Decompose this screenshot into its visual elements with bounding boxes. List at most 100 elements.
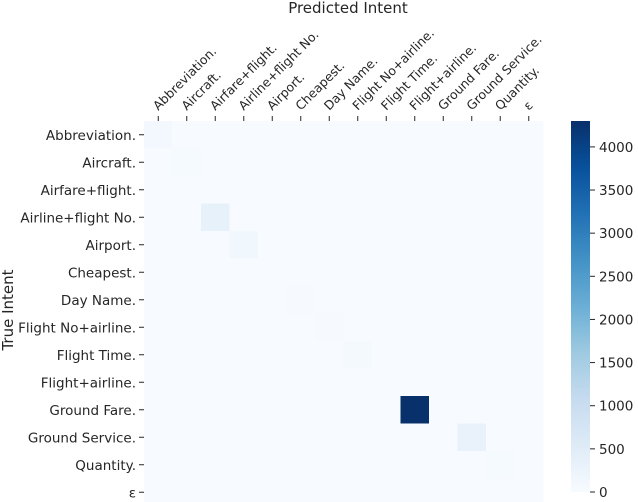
heatmap-cell — [172, 176, 202, 204]
heatmap-cell — [258, 148, 287, 177]
heatmap-cell — [201, 396, 230, 424]
heatmap-cell — [144, 313, 173, 342]
heatmap-cell — [144, 478, 173, 502]
heatmap-cell — [286, 258, 316, 287]
heatmap-cell — [429, 341, 458, 369]
heatmap-cell — [486, 258, 515, 287]
heatmap-cell — [514, 258, 544, 287]
heatmap-cell — [514, 423, 544, 452]
heatmap-cell — [172, 231, 202, 259]
heatmap-cell — [429, 286, 458, 314]
heatmap-cell — [229, 396, 259, 424]
heatmap-cell — [201, 451, 230, 479]
heatmap-cell — [343, 258, 373, 287]
heatmap-cell — [372, 121, 401, 149]
heatmap-cell — [201, 258, 230, 287]
heatmap-cell — [315, 258, 344, 287]
heatmap-cell — [457, 121, 487, 149]
heatmap-cell — [514, 203, 544, 232]
heatmap-cell — [315, 423, 344, 452]
heatmap-cell — [258, 258, 287, 287]
heatmap-cell — [457, 313, 487, 342]
heatmap-cell — [457, 176, 487, 204]
colorbar-tick-label: 1500 — [599, 356, 633, 372]
heatmap-cell — [201, 231, 230, 259]
heatmap-cell — [429, 258, 458, 287]
heatmap-cell — [172, 478, 202, 502]
heatmap-cell — [201, 286, 230, 314]
heatmap-cell — [286, 396, 316, 424]
heatmap-cell — [372, 286, 401, 314]
heatmap-cell — [315, 451, 344, 479]
heatmap-cell — [372, 148, 401, 177]
heatmap-cell — [486, 478, 515, 502]
heatmap-cell — [400, 396, 430, 424]
heatmap-cell — [315, 341, 344, 369]
heatmap-cell — [400, 231, 430, 259]
y-tick-label: Airline+flight No. — [20, 210, 136, 226]
heatmap-cell — [400, 148, 430, 177]
heatmap-cell — [144, 341, 173, 369]
heatmap-cell — [343, 341, 373, 369]
heatmap-cell — [286, 121, 316, 149]
heatmap-cell — [372, 478, 401, 502]
heatmap-cell — [229, 313, 259, 342]
heatmap-cell — [229, 121, 259, 149]
heatmap-cell — [514, 313, 544, 342]
heatmap-cell — [286, 313, 316, 342]
heatmap-cell — [144, 286, 173, 314]
colorbar-tick-label: 0 — [599, 485, 608, 501]
heatmap-cell — [144, 451, 173, 479]
heatmap-cell — [343, 203, 373, 232]
heatmap-cell — [144, 258, 173, 287]
heatmap-cell — [400, 286, 430, 314]
heatmap-cell — [258, 231, 287, 259]
heatmap-cell — [343, 121, 373, 149]
colorbar-tick-label: 3000 — [599, 226, 633, 242]
heatmap-cell — [486, 341, 515, 369]
heatmap-cell — [429, 176, 458, 204]
colorbar-tick-label: 4000 — [599, 140, 633, 156]
heatmap-cell — [172, 423, 202, 452]
heatmap-cell — [486, 396, 515, 424]
heatmap-cell — [372, 231, 401, 259]
heatmap-cell — [457, 148, 487, 177]
colorbar-tick-label: 500 — [599, 442, 625, 458]
heatmap-cell — [201, 176, 230, 204]
y-tick-label: Flight+airline. — [41, 375, 136, 391]
heatmap-cell — [514, 231, 544, 259]
heatmap-cell — [372, 313, 401, 342]
heatmap-cell — [486, 423, 515, 452]
heatmap-cell — [286, 341, 316, 369]
heatmap-cell — [258, 176, 287, 204]
heatmap-cell — [172, 286, 202, 314]
heatmap-cell — [400, 368, 430, 397]
heatmap-cell — [429, 396, 458, 424]
heatmap-cell — [429, 231, 458, 259]
colorbar-tick-label: 2500 — [599, 269, 633, 285]
heatmap-cell — [144, 423, 173, 452]
heatmap-cell — [457, 286, 487, 314]
heatmap-cell — [514, 121, 544, 149]
heatmap-cell — [172, 148, 202, 177]
heatmap-cell — [457, 203, 487, 232]
y-tick-label: Aircraft. — [82, 155, 136, 171]
heatmap-cell — [315, 286, 344, 314]
heatmap-cell — [229, 341, 259, 369]
heatmap-cell — [486, 203, 515, 232]
heatmap-cell — [315, 148, 344, 177]
heatmap-cell — [343, 368, 373, 397]
heatmap-cell — [315, 121, 344, 149]
heatmap-cell — [429, 203, 458, 232]
heatmap-cell — [315, 368, 344, 397]
y-tick-label: Airport. — [86, 238, 137, 254]
heatmap-cell — [172, 313, 202, 342]
heatmap-cell — [229, 478, 259, 502]
heatmap-cell — [343, 148, 373, 177]
heatmap-cell — [343, 286, 373, 314]
x-axis-ticks: Abbreviation.Aircraft.Airfare+flight.Air… — [150, 25, 545, 121]
heatmap-cell — [144, 368, 173, 397]
heatmap-cell — [372, 368, 401, 397]
heatmap-cell — [229, 176, 259, 204]
